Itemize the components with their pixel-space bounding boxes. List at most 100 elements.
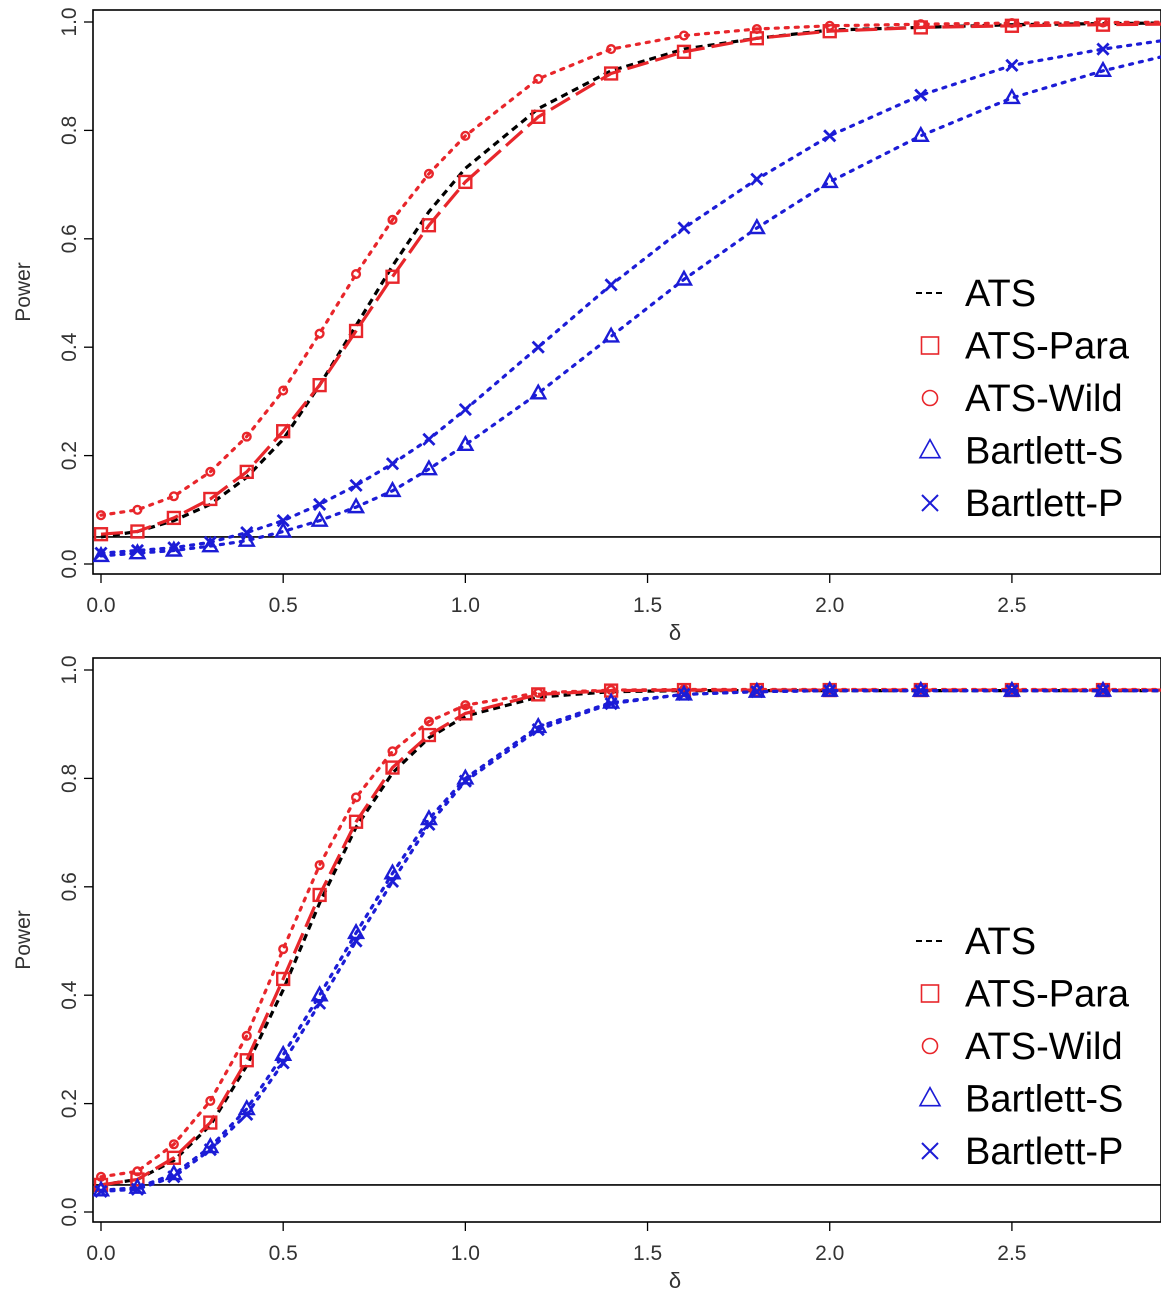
marker-cross-b <box>276 514 290 528</box>
marker-cross-b <box>167 541 181 555</box>
legend-label: ATS-Wild <box>965 378 1123 420</box>
marker-circle <box>606 44 617 55</box>
marker-cross-b <box>240 525 254 540</box>
marker-circle <box>460 700 471 711</box>
marker-cross-b <box>422 432 436 446</box>
marker-square <box>312 887 327 903</box>
legend-entry-ats-para: ATS-Para <box>920 326 1130 368</box>
plot-frame <box>92 9 1161 575</box>
marker-cross-b <box>914 88 928 102</box>
y-tick-label: 0.0 <box>58 549 81 578</box>
marker-square <box>421 218 437 233</box>
x-axis-label: δ <box>669 620 681 645</box>
marker-circle <box>278 944 289 955</box>
marker-cross-b <box>1096 684 1110 698</box>
marker-square <box>348 814 364 829</box>
marker-circle <box>751 23 762 35</box>
marker-cross-b <box>167 1170 181 1184</box>
marker-square <box>239 464 254 480</box>
legend-entry-ats-para: ATS-Para <box>920 974 1130 1016</box>
series-line <box>99 20 1161 517</box>
marker-square <box>348 323 364 339</box>
marker-triangle <box>1002 87 1021 105</box>
marker-cross-b <box>531 340 545 354</box>
marker-square <box>676 44 692 59</box>
series-bartlett-s <box>93 55 1161 563</box>
y-tick-label: 0.8 <box>58 116 81 145</box>
marker-cross-b <box>422 817 436 832</box>
legend-label: ATS-Para <box>965 974 1130 1016</box>
y-tick-label: 0.6 <box>58 224 81 253</box>
marker-cross-b <box>921 494 939 512</box>
series-bartlett-p <box>94 39 1161 560</box>
y-tick-label: 0.4 <box>58 980 81 1010</box>
x-tick-label: 2.5 <box>997 1242 1026 1265</box>
marker-cross-b <box>385 874 400 888</box>
legend-entry-bartlett-p: Bartlett-P <box>921 1131 1123 1173</box>
marker-square <box>130 1172 145 1187</box>
marker-cross-b <box>313 996 327 1010</box>
marker-cross-b <box>1096 42 1110 56</box>
chart-panel-1: 0.0 0.5 1.0 1.5 2.0 2.5 0.0 0.2 0.4 0.6 0.8 1.0 δ Pow… <box>12 7 1161 645</box>
x-tick-label: 0.5 <box>269 1242 298 1265</box>
y-tick-label: 0.8 <box>58 764 81 793</box>
legend-label: Bartlett-S <box>965 1079 1123 1121</box>
y-tick-label: 0.6 <box>58 872 81 901</box>
legend-entry-ats: ATS <box>916 921 1036 963</box>
marker-cross-b <box>604 697 618 711</box>
marker-circle <box>678 30 690 41</box>
marker-square <box>166 1150 182 1165</box>
marker-cross-b <box>458 774 472 788</box>
legend-entry-ats: ATS <box>916 273 1036 315</box>
legend-label: ATS <box>965 921 1036 963</box>
marker-circle <box>205 1095 216 1106</box>
marker-circle <box>351 268 362 280</box>
marker-circle <box>824 20 835 31</box>
marker-cross-b <box>130 543 145 558</box>
marker-cross-b <box>94 546 108 560</box>
x-tick-label: 0.5 <box>269 594 298 617</box>
marker-circle <box>205 466 216 477</box>
marker-cross-b <box>1005 58 1019 72</box>
marker-square <box>93 527 109 542</box>
marker-triangle <box>347 497 366 514</box>
x-tick-label: 0.0 <box>86 594 115 617</box>
marker-square <box>421 727 437 743</box>
legend-entry-ats-wild: ATS-Wild <box>921 1026 1123 1068</box>
marker-cross-b <box>531 723 545 737</box>
legend-label: ATS <box>965 273 1036 315</box>
marker-circle <box>168 1139 179 1150</box>
marker-circle <box>314 328 325 339</box>
legend-entry-bartlett-p: Bartlett-P <box>921 483 1123 525</box>
marker-cross-b <box>349 934 363 948</box>
marker-square <box>385 760 400 775</box>
marker-triangle <box>274 521 293 538</box>
y-tick-label: 0.2 <box>58 1089 81 1118</box>
legend-label: ATS-Wild <box>965 1026 1123 1068</box>
marker-square <box>276 424 291 439</box>
marker-circle <box>921 1037 939 1055</box>
plot-frame <box>92 657 1161 1223</box>
marker-cross-b <box>349 478 363 492</box>
marker-triangle <box>820 171 839 189</box>
marker-cross-b <box>914 684 928 698</box>
marker-cross-b <box>385 457 400 471</box>
y-tick-label: 1.0 <box>58 7 81 36</box>
marker-cross-b <box>240 1107 254 1122</box>
marker-triangle <box>1093 60 1113 78</box>
marker-cross-b <box>1005 684 1019 698</box>
marker-cross-b <box>276 1056 290 1070</box>
x-tick-label: 1.5 <box>633 1242 662 1265</box>
legend-label: Bartlett-S <box>965 431 1123 473</box>
marker-triangle <box>747 217 766 235</box>
legend-entry-bartlett-s: Bartlett-S <box>918 431 1123 473</box>
marker-square <box>130 524 145 539</box>
marker-circle <box>95 510 107 521</box>
marker-circle <box>915 19 926 30</box>
marker-circle <box>314 860 325 871</box>
x-tick-label: 1.0 <box>451 594 480 617</box>
marker-circle <box>423 716 434 727</box>
marker-cross-b <box>203 1143 217 1157</box>
marker-triangle <box>383 863 402 880</box>
